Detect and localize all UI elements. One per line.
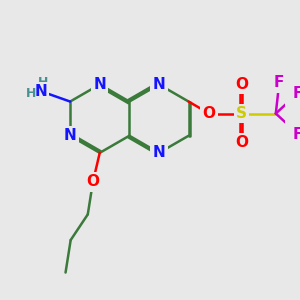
Text: O: O [235,135,248,150]
Text: N: N [93,77,106,92]
Text: O: O [235,77,248,92]
Text: H: H [38,76,48,89]
Text: S: S [236,106,247,121]
Text: F: F [293,127,300,142]
Text: F: F [293,85,300,100]
Text: H: H [26,87,37,100]
Text: N: N [64,128,76,143]
Text: N: N [153,77,165,92]
Text: N: N [35,84,47,99]
Text: O: O [202,106,216,121]
Text: F: F [274,75,284,90]
Text: N: N [153,145,165,160]
Text: O: O [86,174,99,189]
